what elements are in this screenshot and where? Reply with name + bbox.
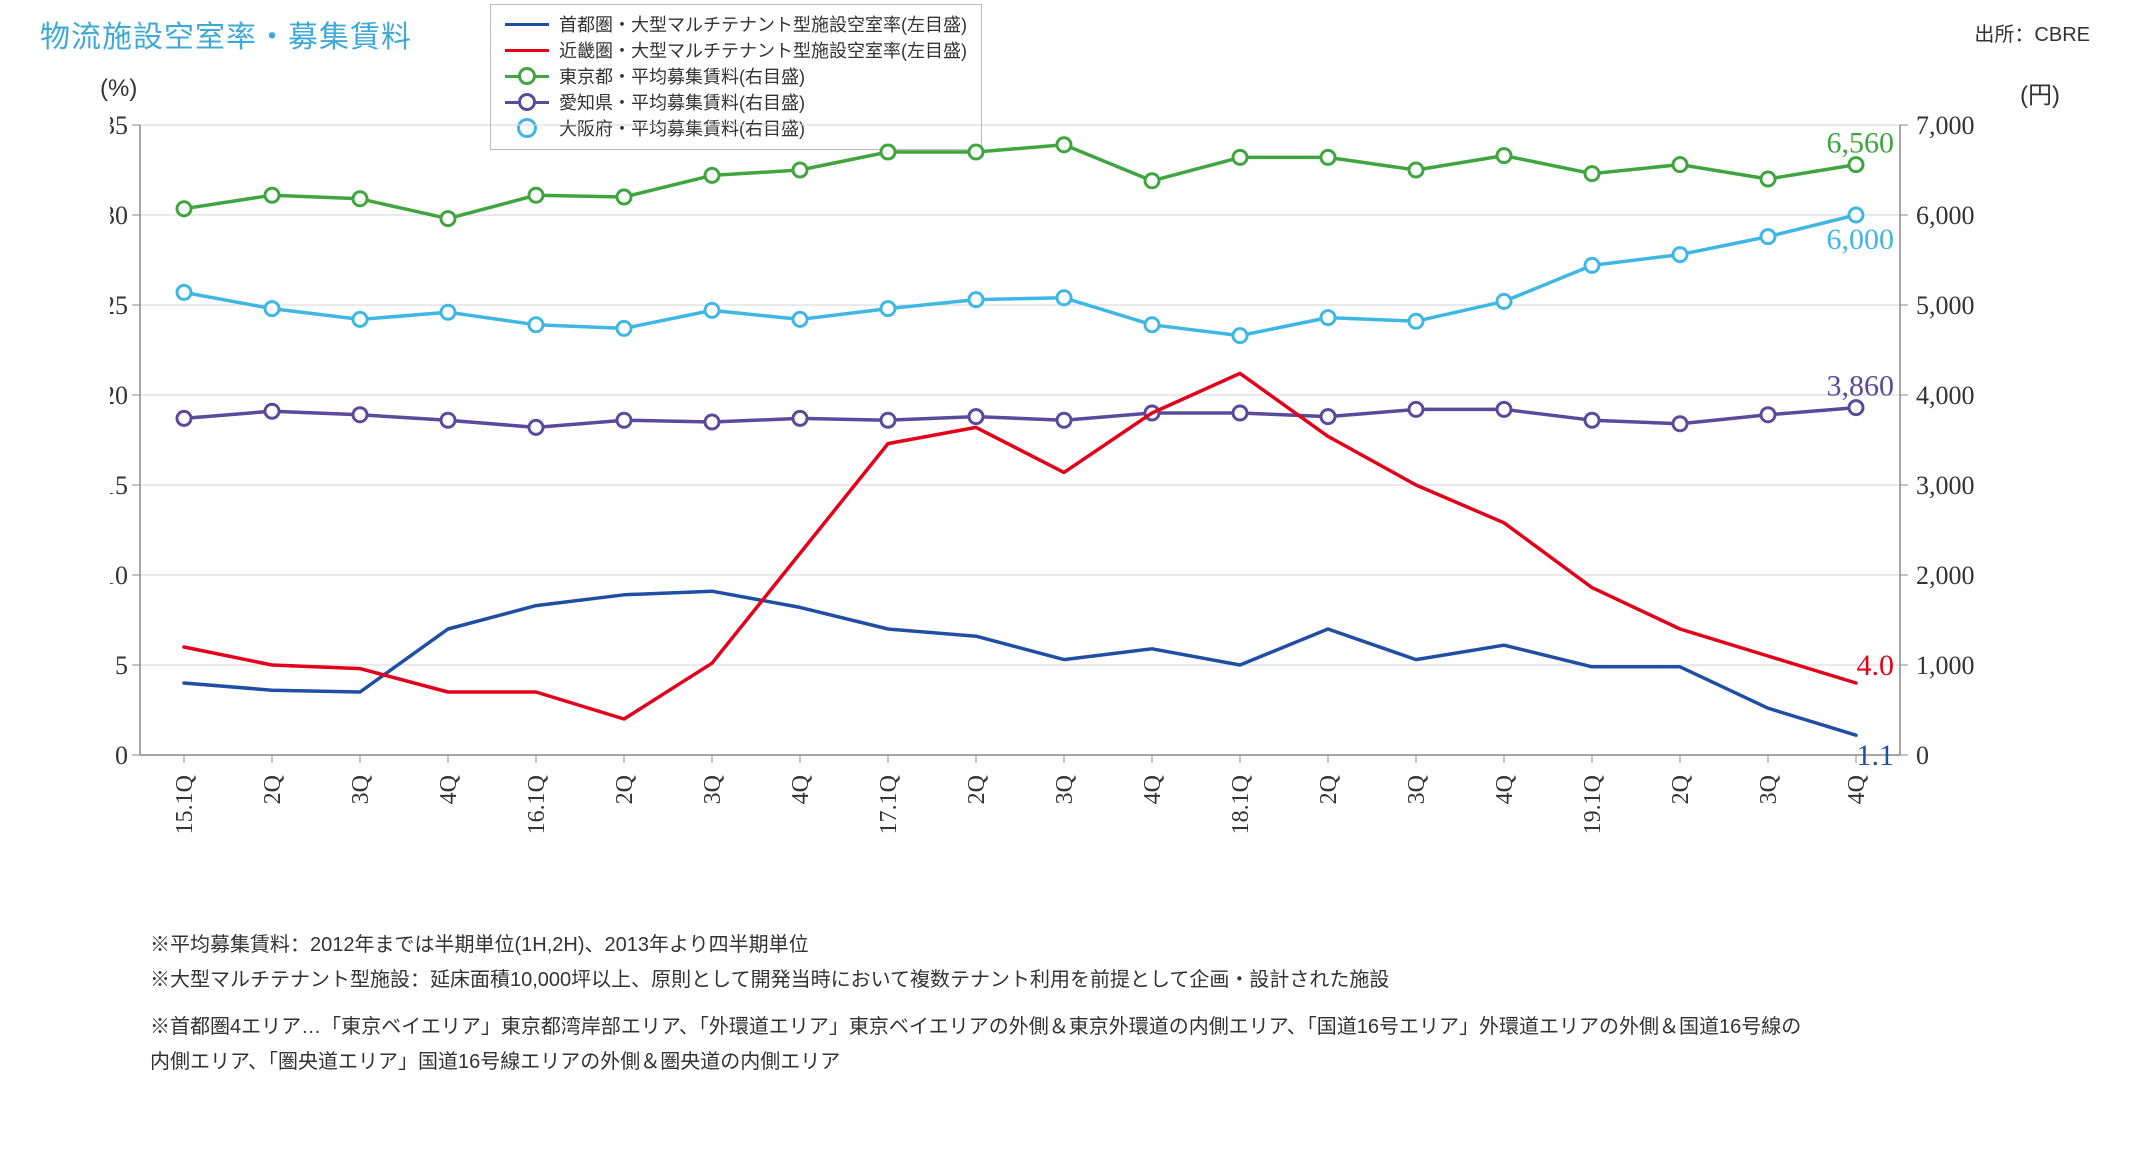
- svg-text:3Q: 3Q: [700, 775, 726, 804]
- svg-text:16.1Q: 16.1Q: [524, 775, 550, 834]
- svg-text:3Q: 3Q: [1052, 775, 1078, 804]
- svg-text:1,000: 1,000: [1916, 651, 1975, 680]
- svg-text:18.1Q: 18.1Q: [1228, 775, 1254, 834]
- legend-label: 近畿圏・大型マルチテナント型施設空室率(左目盛): [559, 37, 967, 63]
- svg-text:2Q: 2Q: [1668, 775, 1694, 804]
- chart: 0 5 10 15 20 25 30 35 0 1,000 2,000 3,000 4,000 5,000…: [110, 115, 2000, 910]
- source-label: 出所：CBRE: [1974, 18, 2090, 47]
- svg-text:5: 5: [115, 651, 128, 680]
- svg-text:2Q: 2Q: [1316, 775, 1342, 804]
- legend-label: 愛知県・平均募集賃料(右目盛): [559, 89, 805, 115]
- svg-text:6,000: 6,000: [1827, 223, 1895, 256]
- svg-text:15: 15: [110, 471, 128, 500]
- svg-text:3,860: 3,860: [1827, 370, 1895, 403]
- svg-text:2Q: 2Q: [964, 775, 990, 804]
- footnote: ※大型マルチテナント型施設：延床面積10,000坪以上、原則として開発当時におい…: [150, 965, 1801, 996]
- svg-text:2Q: 2Q: [260, 775, 286, 804]
- svg-text:10: 10: [110, 561, 128, 590]
- svg-text:3,000: 3,000: [1916, 471, 1975, 500]
- footnote: ※平均募集賃料：2012年までは半期単位(1H,2H)、2013年より四半期単位: [150, 930, 1801, 961]
- y-right-unit: (円): [2020, 75, 2060, 110]
- svg-text:20: 20: [110, 381, 128, 410]
- svg-text:2,000: 2,000: [1916, 561, 1975, 590]
- svg-text:2Q: 2Q: [612, 775, 638, 804]
- legend-label: 東京都・平均募集賃料(右目盛): [559, 63, 805, 89]
- svg-text:6,000: 6,000: [1916, 201, 1975, 230]
- y-left-unit: (%): [100, 75, 137, 103]
- legend-label: 首都圏・大型マルチテナント型施設空室率(左目盛): [559, 11, 967, 37]
- legend-item-s3: 東京都・平均募集賃料(右目盛): [505, 63, 967, 89]
- svg-text:4,000: 4,000: [1916, 381, 1975, 410]
- chart-title: 物流施設空室率・募集賃料: [40, 12, 412, 56]
- legend-item-s2: 近畿圏・大型マルチテナント型施設空室率(左目盛): [505, 37, 967, 63]
- svg-text:30: 30: [110, 201, 128, 230]
- svg-text:3Q: 3Q: [348, 775, 374, 804]
- footnote: 内側エリア、「圏央道エリア」国道16号線エリアの外側＆圏央道の内側エリア: [150, 1047, 1801, 1078]
- svg-text:0: 0: [1916, 741, 1929, 770]
- svg-text:15.1Q: 15.1Q: [172, 775, 198, 834]
- svg-text:1.1: 1.1: [1857, 739, 1895, 772]
- svg-text:19.1Q: 19.1Q: [1580, 775, 1606, 834]
- svg-text:4Q: 4Q: [788, 775, 814, 804]
- svg-text:4Q: 4Q: [1140, 775, 1166, 804]
- legend-item-s1: 首都圏・大型マルチテナント型施設空室率(左目盛): [505, 11, 967, 37]
- legend-item-s4: 愛知県・平均募集賃料(右目盛): [505, 89, 967, 115]
- svg-text:4Q: 4Q: [1844, 775, 1870, 804]
- svg-text:5,000: 5,000: [1916, 291, 1975, 320]
- svg-text:7,000: 7,000: [1916, 115, 1975, 140]
- footnotes: ※平均募集賃料：2012年までは半期単位(1H,2H)、2013年より四半期単位…: [150, 930, 1801, 1082]
- svg-text:6,560: 6,560: [1827, 127, 1895, 160]
- svg-text:3Q: 3Q: [1756, 775, 1782, 804]
- svg-text:35: 35: [110, 115, 128, 140]
- svg-text:0: 0: [115, 741, 128, 770]
- svg-text:4Q: 4Q: [436, 775, 462, 804]
- svg-text:4.0: 4.0: [1857, 649, 1895, 682]
- svg-text:25: 25: [110, 291, 128, 320]
- footnote: ※首都圏4エリア…「東京ベイエリア」東京都湾岸部エリア、「外環道エリア」東京ベイ…: [150, 1012, 1801, 1043]
- svg-text:4Q: 4Q: [1492, 775, 1518, 804]
- svg-text:17.1Q: 17.1Q: [876, 775, 902, 834]
- svg-text:3Q: 3Q: [1404, 775, 1430, 804]
